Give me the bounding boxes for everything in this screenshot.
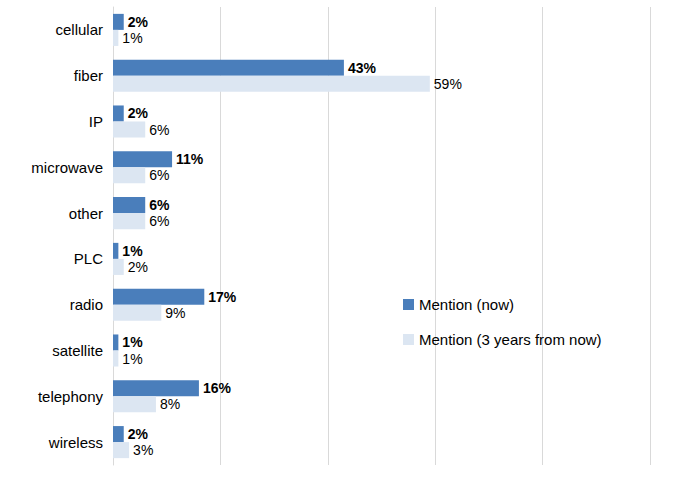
svg-text:Mention (3 years from now): Mention (3 years from now) [419,331,602,348]
svg-text:1%: 1% [122,334,143,350]
svg-text:PLC: PLC [74,250,103,267]
svg-text:43%: 43% [348,60,377,76]
svg-text:fiber: fiber [74,67,103,84]
svg-text:2%: 2% [128,259,148,275]
svg-text:8%: 8% [160,396,180,412]
svg-text:6%: 6% [149,213,169,229]
svg-text:59%: 59% [434,76,462,92]
svg-text:3%: 3% [133,442,153,458]
svg-text:IP: IP [89,113,103,130]
svg-text:radio: radio [70,296,103,313]
svg-text:microwave: microwave [31,159,103,176]
svg-text:17%: 17% [208,289,237,305]
svg-text:1%: 1% [122,243,143,259]
svg-text:2%: 2% [128,426,149,442]
svg-text:11%: 11% [176,151,204,167]
svg-text:2%: 2% [128,14,149,30]
svg-text:cellular: cellular [55,21,103,38]
svg-text:1%: 1% [122,30,142,46]
svg-text:other: other [69,205,103,222]
svg-text:1%: 1% [122,351,142,367]
svg-text:telephony: telephony [38,388,104,405]
svg-text:9%: 9% [165,305,185,321]
svg-text:wireless: wireless [48,434,103,451]
svg-text:2%: 2% [128,105,149,121]
svg-text:Mention (now): Mention (now) [419,296,514,313]
svg-text:satellite: satellite [52,342,103,359]
svg-text:16%: 16% [203,380,232,396]
svg-text:6%: 6% [149,122,169,138]
svg-text:6%: 6% [149,197,170,213]
svg-text:6%: 6% [149,167,169,183]
